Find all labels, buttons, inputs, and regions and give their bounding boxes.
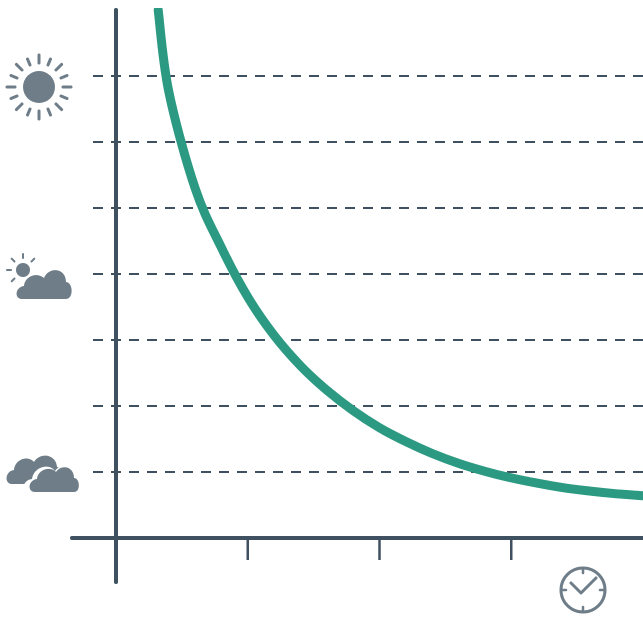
cloudy-icon (6, 455, 84, 496)
series-line (153, 8, 643, 501)
series (153, 8, 643, 501)
sun-icon (5, 53, 73, 121)
clock-icon (559, 566, 607, 614)
partly-cloudy-icon (6, 253, 72, 299)
axes (70, 8, 643, 584)
